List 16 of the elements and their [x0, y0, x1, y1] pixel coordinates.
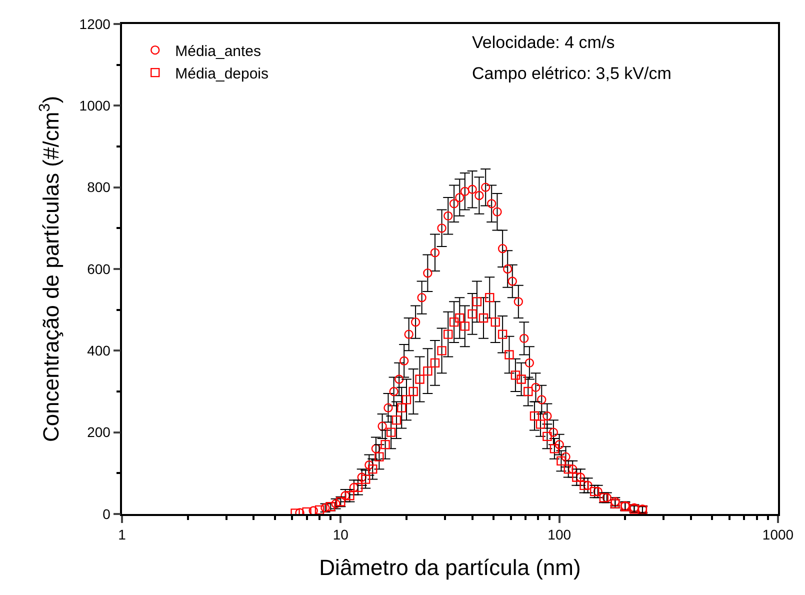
x-tick-label: 100: [548, 526, 572, 543]
y-tick-label: 200: [87, 424, 111, 440]
x-tick-label: 1000: [762, 526, 794, 543]
y-tick-label: 0: [102, 506, 111, 522]
x-tick-label: 10: [332, 526, 349, 543]
x-axis-title: Diâmetro da partícula (nm): [319, 554, 581, 580]
legend-label: Média_antes: [175, 42, 262, 60]
y-tick-label: 600: [87, 260, 111, 277]
y-tick-label: 800: [87, 179, 111, 196]
x-tick-label: 1: [118, 526, 126, 543]
y-tick-label: 1000: [79, 98, 111, 114]
y-tick-label: 400: [87, 342, 111, 359]
annotation: Campo elétrico: 3,5 kV/cm: [472, 64, 672, 83]
legend-label: Média_depois: [175, 65, 269, 82]
annotation: Velocidade: 4 cm/s: [472, 33, 615, 52]
y-tick-label: 1200: [79, 16, 111, 32]
